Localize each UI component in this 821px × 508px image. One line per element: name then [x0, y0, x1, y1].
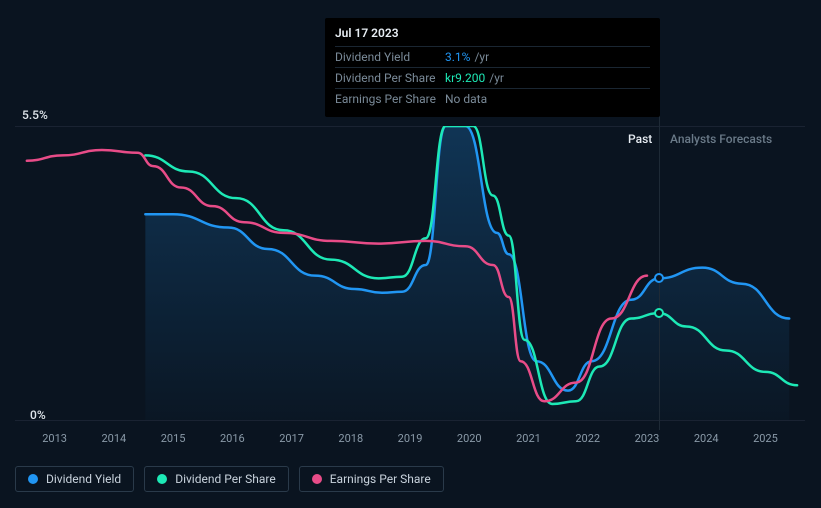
series-marker	[654, 308, 664, 318]
x-axis: 2013201420152016201720182019202020212022…	[15, 432, 805, 445]
chart-tooltip: Jul 17 2023 Dividend Yield3.1%/yrDividen…	[325, 18, 660, 117]
chart-plot-area	[15, 126, 805, 420]
tooltip-crosshair	[659, 100, 660, 430]
tooltip-row: Earnings Per ShareNo data	[335, 88, 650, 109]
gridline-bottom	[15, 420, 805, 421]
x-tick: 2020	[440, 432, 499, 445]
legend-label: Dividend Per Share	[175, 472, 276, 486]
tooltip-row-value: 3.1%	[445, 50, 470, 64]
tooltip-row-suffix: /yr	[474, 50, 489, 64]
x-tick: 2014	[84, 432, 143, 445]
x-tick: 2018	[321, 432, 380, 445]
legend-item[interactable]: Dividend Per Share	[144, 466, 289, 492]
forecast-label: Analysts Forecasts	[670, 132, 772, 146]
past-label: Past	[628, 132, 652, 146]
tooltip-row-label: Earnings Per Share	[335, 92, 445, 106]
tooltip-row-value: No data	[445, 92, 487, 106]
tooltip-row: Dividend Yield3.1% /yr	[335, 46, 650, 67]
legend-label: Earnings Per Share	[330, 472, 431, 486]
x-tick: 2023	[617, 432, 676, 445]
legend-item[interactable]: Dividend Yield	[15, 466, 134, 492]
y-axis-label-max: 5.5%	[22, 108, 48, 122]
x-tick: 2025	[736, 432, 795, 445]
x-tick: 2015	[143, 432, 202, 445]
x-tick: 2021	[499, 432, 558, 445]
legend-dot	[157, 474, 167, 484]
x-tick: 2017	[262, 432, 321, 445]
x-tick: 2016	[203, 432, 262, 445]
tooltip-row-suffix: /yr	[489, 71, 504, 85]
x-tick: 2013	[25, 432, 84, 445]
tooltip-row-label: Dividend Yield	[335, 50, 445, 64]
x-tick: 2019	[380, 432, 439, 445]
legend-dot	[28, 474, 38, 484]
legend-dot	[312, 474, 322, 484]
x-tick: 2022	[558, 432, 617, 445]
legend-item[interactable]: Earnings Per Share	[299, 466, 444, 492]
tooltip-row: Dividend Per Sharekr9.200/yr	[335, 67, 650, 88]
x-tick: 2024	[677, 432, 736, 445]
series-fill	[145, 126, 789, 420]
series-marker	[654, 273, 664, 283]
tooltip-row-value: kr9.200	[445, 71, 485, 85]
legend-label: Dividend Yield	[46, 472, 121, 486]
tooltip-date: Jul 17 2023	[335, 26, 650, 40]
tooltip-row-label: Dividend Per Share	[335, 71, 445, 85]
chart-legend: Dividend Yield Dividend Per Share Earnings…	[15, 466, 444, 492]
